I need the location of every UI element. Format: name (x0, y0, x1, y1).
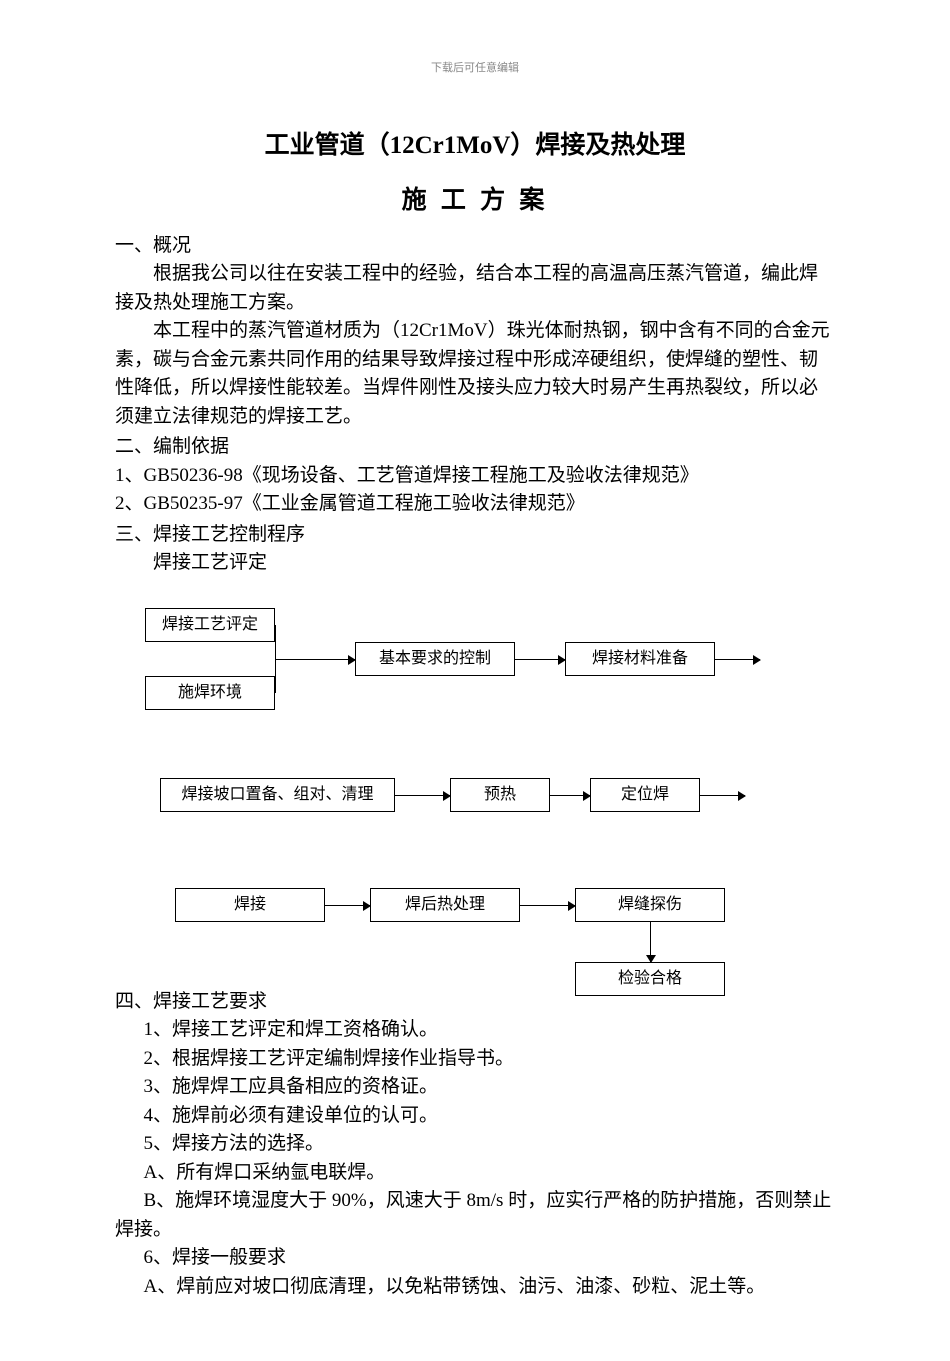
doc-title: 工业管道（12Cr1MoV）焊接及热处理 (115, 127, 835, 165)
section-4-item-5b: B、施焊环境湿度大于 90%，风速大于 8m/s 时，应实行严格的防护措施，否则… (115, 1187, 835, 1244)
flow-box-env: 施焊环境 (145, 676, 275, 710)
flow-arrow (325, 905, 370, 906)
flow-arrow (275, 659, 355, 660)
section-2-item-2: 2、GB50235-97《工业金属管道工程施工验收法律规范》 (115, 490, 835, 519)
section-1-heading: 一、概况 (115, 232, 835, 261)
flow-box-postheat: 焊后热处理 (370, 888, 520, 922)
section-2-heading: 二、编制依据 (115, 433, 835, 462)
section-4-item-3: 3、施焊焊工应具备相应的资格证。 (115, 1073, 835, 1102)
section-4-item-6a: A、焊前应对坡口彻底清理，以免粘带锈蚀、油污、油漆、砂粒、泥土等。 (115, 1273, 835, 1302)
section-1-para-2: 本工程中的蒸汽管道材质为（12Cr1MoV）珠光体耐热钢，钢中含有不同的合金元素… (115, 317, 835, 431)
flow-box-preheat: 预热 (450, 778, 550, 812)
section-4-item-2: 2、根据焊接工艺评定编制焊接作业指导书。 (115, 1045, 835, 1074)
flow-arrow (395, 795, 450, 796)
flow-box-qualified: 检验合格 (575, 962, 725, 996)
section-3-heading: 三、焊接工艺控制程序 (115, 521, 835, 550)
flow-arrow (550, 795, 590, 796)
flow-arrow (700, 795, 745, 796)
section-4-item-4: 4、施焊前必须有建设单位的认可。 (115, 1102, 835, 1131)
doc-subtitle: 施 工 方 案 (115, 182, 835, 220)
flow-arrow (520, 905, 575, 906)
flowchart: 焊接工艺评定 施焊环境 基本要求的控制 焊接材料准备 焊接坡口置备、组对、清理 … (115, 588, 835, 1028)
section-3-subheading: 焊接工艺评定 (115, 549, 835, 578)
flow-box-tack: 定位焊 (590, 778, 700, 812)
flow-arrow-down (650, 922, 651, 962)
header-note: 下载后可任意编辑 (115, 60, 835, 77)
flow-box-material: 焊接材料准备 (565, 642, 715, 676)
flow-box-basic: 基本要求的控制 (355, 642, 515, 676)
flow-arrow (515, 659, 565, 660)
flow-box-weld: 焊接 (175, 888, 325, 922)
flow-box-groove: 焊接坡口置备、组对、清理 (160, 778, 395, 812)
section-2-item-1: 1、GB50236-98《现场设备、工艺管道焊接工程施工及验收法律规范》 (115, 462, 835, 491)
flow-box-eval: 焊接工艺评定 (145, 608, 275, 642)
section-1-para-1: 根据我公司以往在安装工程中的经验，结合本工程的高温高压蒸汽管道，编此焊接及热处理… (115, 260, 835, 317)
section-4-item-5: 5、焊接方法的选择。 (115, 1130, 835, 1159)
flow-arrow (715, 659, 760, 660)
flow-box-inspect: 焊缝探伤 (575, 888, 725, 922)
section-4-item-5a: A、所有焊口采纳氩电联焊。 (115, 1159, 835, 1188)
section-4-item-6: 6、焊接一般要求 (115, 1244, 835, 1273)
